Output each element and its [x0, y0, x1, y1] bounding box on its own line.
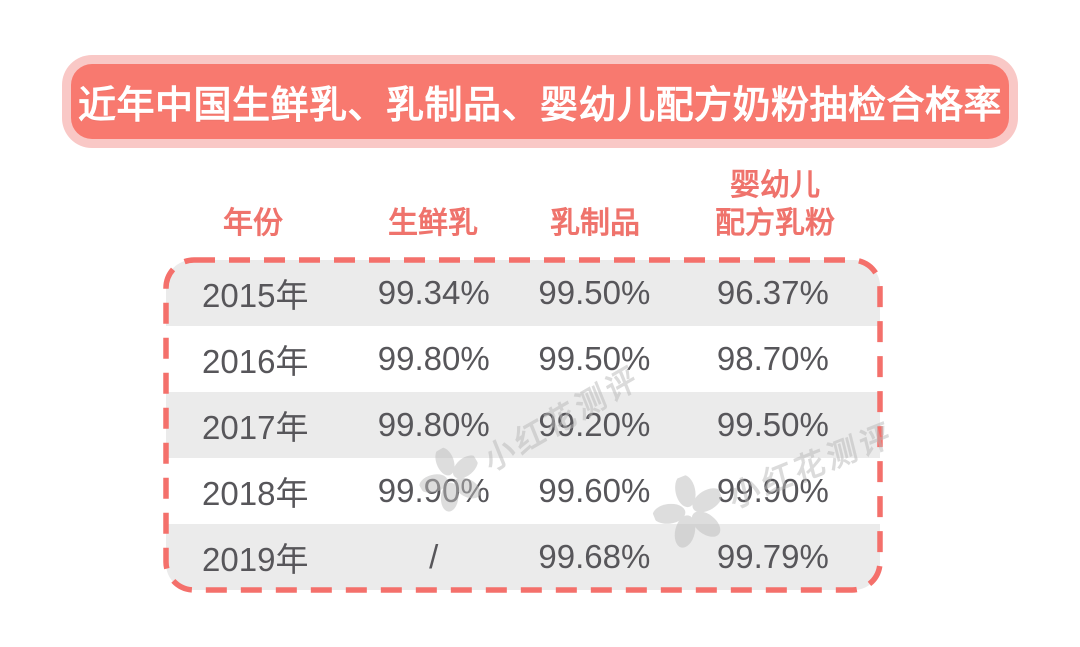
cell-dairy: 99.50% — [538, 274, 651, 311]
table-rows: 2015年 99.34% 99.50% 96.37% 2016年 99.80% … — [166, 260, 880, 590]
table-row: 2017年 99.80% 99.20% 99.50% — [166, 392, 880, 458]
table-header-row: 年份 生鲜乳 乳制品 婴幼儿 配方乳粉 — [163, 163, 883, 251]
page-title: 近年中国生鲜乳、乳制品、婴幼儿配方奶粉抽检合格率 — [77, 85, 1002, 127]
column-header-dairy: 乳制品 — [550, 207, 640, 240]
cell-dairy: 99.20% — [538, 406, 651, 443]
cell-raw-milk: / — [429, 538, 439, 575]
cell-year: 2015年 — [202, 277, 309, 314]
table-row: 2018年 99.90% 99.60% 99.90% — [166, 458, 880, 524]
column-header-infant-formula-line1: 婴幼儿 — [730, 169, 820, 202]
column-header-infant-formula: 婴幼儿 配方乳粉 — [667, 167, 883, 251]
cell-formula: 98.70% — [716, 340, 829, 377]
title-banner-inner: 近年中国生鲜乳、乳制品、婴幼儿配方奶粉抽检合格率 — [71, 64, 1009, 139]
column-header-year: 年份 — [223, 207, 283, 240]
cell-year: 2019年 — [202, 541, 309, 578]
cell-formula: 99.50% — [716, 406, 829, 443]
cell-formula: 99.90% — [716, 472, 829, 509]
cell-formula: 96.37% — [716, 274, 829, 311]
table-row: 2015年 99.34% 99.50% 96.37% — [166, 260, 880, 326]
title-banner: 近年中国生鲜乳、乳制品、婴幼儿配方奶粉抽检合格率 — [62, 55, 1018, 148]
table-row: 2016年 99.80% 99.50% 98.70% — [166, 326, 880, 392]
table-body: 2015年 99.34% 99.50% 96.37% 2016年 99.80% … — [163, 257, 883, 593]
cell-dairy: 99.68% — [538, 538, 651, 575]
cell-year: 2017年 — [202, 409, 309, 446]
dashed-border — [163, 257, 883, 593]
table-row: 2019年 / 99.68% 99.79% — [166, 524, 880, 590]
cell-raw-milk: 99.34% — [377, 274, 490, 311]
cell-dairy: 99.60% — [538, 472, 651, 509]
cell-raw-milk: 99.80% — [377, 406, 490, 443]
cell-dairy: 99.50% — [538, 340, 651, 377]
cell-raw-milk: 99.80% — [377, 340, 490, 377]
cell-year: 2018年 — [202, 475, 309, 512]
column-header-raw-milk: 生鲜乳 — [388, 207, 478, 240]
cell-formula: 99.79% — [716, 538, 829, 575]
column-header-infant-formula-line2: 配方乳粉 — [715, 207, 835, 240]
cell-year: 2016年 — [202, 343, 309, 380]
